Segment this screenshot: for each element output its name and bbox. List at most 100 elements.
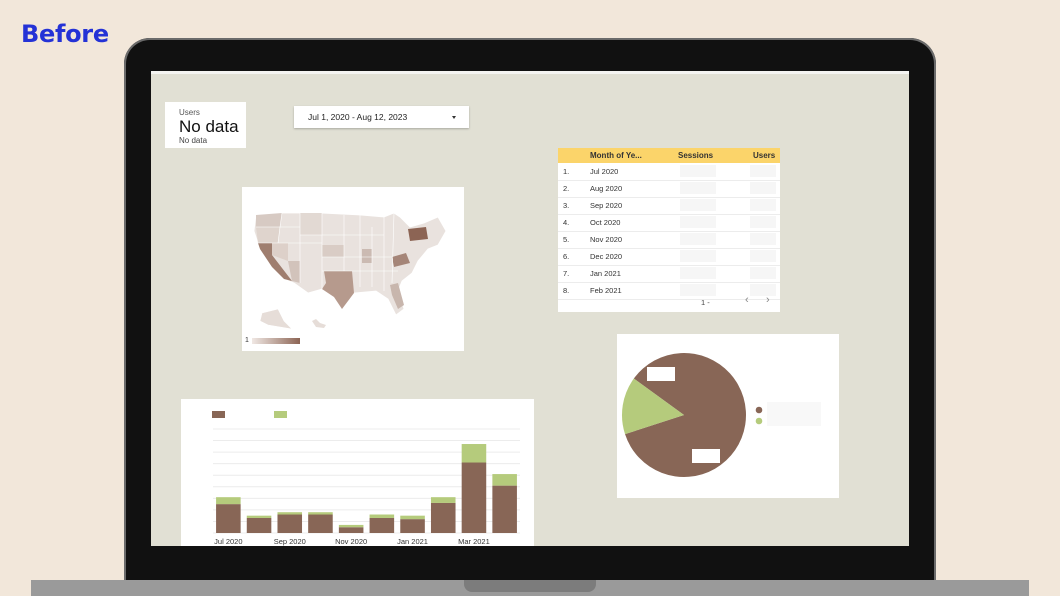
redacted-cell <box>680 250 716 262</box>
bar-segment[interactable] <box>308 514 333 533</box>
x-tick-label: Jan 2021 <box>397 537 428 546</box>
redacted-cell <box>680 267 716 279</box>
row-index: 6. <box>563 252 570 261</box>
bar-segment[interactable] <box>246 517 272 533</box>
redacted-cell <box>680 182 716 194</box>
redacted-cell <box>750 250 776 262</box>
bar-segment[interactable] <box>277 514 303 533</box>
row-index: 5. <box>563 235 570 244</box>
row-month: Jul 2020 <box>590 167 619 176</box>
table-row: 8. Feb 2021 <box>558 282 780 300</box>
table-row: 1. Jul 2020 <box>558 163 780 181</box>
bar-segment[interactable] <box>400 515 425 520</box>
redacted-cell <box>680 233 716 245</box>
date-range-label: Jul 1, 2020 - Aug 12, 2023 <box>308 112 408 122</box>
chart-legend <box>212 411 287 418</box>
state-new-york <box>408 227 428 241</box>
bar-segment[interactable] <box>430 497 456 503</box>
chevron-left-icon[interactable]: ‹ <box>745 294 749 306</box>
monthly-table: Month of Ye... Sessions Users 1. Jul 202… <box>558 148 780 312</box>
state-florida <box>390 283 404 309</box>
bar-segment[interactable] <box>430 502 456 533</box>
bar-segment[interactable] <box>308 512 333 515</box>
users-scorecard[interactable]: Users No data No data <box>165 102 246 148</box>
pie-slice[interactable] <box>622 378 684 435</box>
redacted-cell <box>680 284 716 296</box>
row-index: 3. <box>563 201 570 210</box>
bar-segment[interactable] <box>492 474 517 486</box>
bar-segment[interactable] <box>461 462 487 533</box>
redacted-legend-text <box>767 402 821 426</box>
state-borders <box>256 212 398 291</box>
bar-chart-card: Jul 2020 Sep 2020 Nov 2020 Jan 2021 Mar 2021 <box>181 399 534 546</box>
scorecard-subtext: No data <box>179 136 208 145</box>
legend-swatch-brown <box>212 411 225 418</box>
state-oregon <box>256 227 280 243</box>
table-row: 6. Dec 2020 <box>558 248 780 266</box>
dashboard-screen: Users No data No data Jul 1, 2020 - Aug … <box>151 71 909 546</box>
pie-legend-dot <box>755 406 763 414</box>
state-virginia <box>392 253 410 267</box>
pie-slice[interactable] <box>625 353 746 477</box>
state-colorado <box>322 245 344 257</box>
redacted-cell <box>750 284 776 296</box>
x-tick-label: Mar 2021 <box>458 537 490 546</box>
bar-segment[interactable] <box>246 515 272 518</box>
row-index: 4. <box>563 218 570 227</box>
stacked-bar-chart: Jul 2020 Sep 2020 Nov 2020 Jan 2021 Mar 2021 <box>212 411 520 546</box>
table-row: 5. Nov 2020 <box>558 231 780 249</box>
bar-segment[interactable] <box>338 524 364 528</box>
state-montana <box>300 213 322 235</box>
bar-segment[interactable] <box>400 519 425 533</box>
pie-chart-card <box>617 334 839 498</box>
bar-segment[interactable] <box>492 485 517 533</box>
pie-legend-dot <box>755 417 763 425</box>
column-header-month[interactable]: Month of Ye... <box>590 151 642 160</box>
column-header-users[interactable]: Users <box>753 151 776 160</box>
row-month: Sep 2020 <box>590 201 623 210</box>
x-tick-label: Sep 2020 <box>274 537 306 546</box>
row-month: Aug 2020 <box>590 184 623 193</box>
bar-segment[interactable] <box>461 444 487 463</box>
dropdown-caret-icon <box>452 116 456 119</box>
state-california <box>258 243 292 281</box>
scorecard-label: Users <box>179 108 200 117</box>
state-nevada <box>272 243 288 261</box>
x-tick-label: Nov 2020 <box>335 537 367 546</box>
row-index: 2. <box>563 184 570 193</box>
page-heading: Before <box>21 20 109 48</box>
bar-segment[interactable] <box>216 504 241 533</box>
x-tick-label: Jul 2020 <box>214 537 242 546</box>
redacted-cell <box>750 216 776 228</box>
redacted-cell <box>680 216 716 228</box>
redacted-cell <box>750 165 776 177</box>
pie-chart <box>622 353 821 477</box>
screen-top-edge <box>151 71 909 74</box>
bar-segment[interactable] <box>338 527 364 533</box>
bar-segment[interactable] <box>277 512 303 515</box>
redacted-cell <box>750 182 776 194</box>
chevron-right-icon[interactable]: › <box>766 294 770 306</box>
pagination-label: 1 - <box>701 298 710 307</box>
state-washington <box>256 213 282 227</box>
row-index: 1. <box>563 167 570 176</box>
row-month: Nov 2020 <box>590 235 623 244</box>
redacted-cell <box>750 199 776 211</box>
map-legend-gradient <box>252 338 300 344</box>
table-header: Month of Ye... Sessions Users <box>558 148 780 163</box>
us-geo-map[interactable]: 1 <box>242 187 464 351</box>
bar-segment[interactable] <box>369 517 395 533</box>
redacted-cell <box>750 267 776 279</box>
laptop-notch <box>464 580 596 592</box>
bar-segment[interactable] <box>369 514 395 518</box>
row-month: Jan 2021 <box>590 269 621 278</box>
state-hawaii <box>312 319 326 328</box>
bar-segment[interactable] <box>216 497 241 505</box>
date-range-picker[interactable]: Jul 1, 2020 - Aug 12, 2023 <box>294 106 469 128</box>
state-alaska <box>259 308 293 330</box>
column-header-sessions[interactable]: Sessions <box>678 151 714 160</box>
table-row: 2. Aug 2020 <box>558 180 780 198</box>
table-row: 4. Oct 2020 <box>558 214 780 232</box>
row-index: 7. <box>563 269 570 278</box>
table-row: 7. Jan 2021 <box>558 265 780 283</box>
